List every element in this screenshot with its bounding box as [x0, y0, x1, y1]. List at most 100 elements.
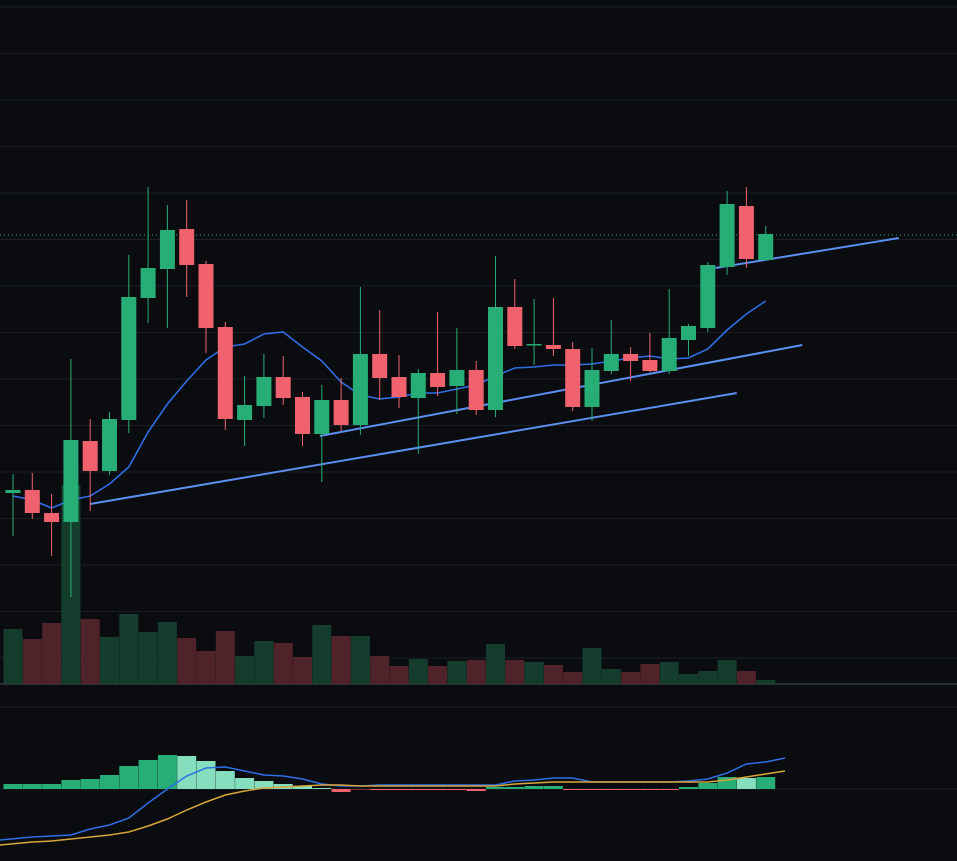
volume-bar — [582, 648, 602, 684]
candle-up — [681, 326, 696, 340]
macd-histogram-bar — [679, 787, 698, 789]
macd-histogram-bar — [3, 784, 23, 789]
candle-down — [179, 229, 195, 265]
volume-bar — [736, 671, 756, 684]
candle-up — [352, 354, 368, 425]
trendline — [319, 344, 803, 437]
macd-histogram-bar — [428, 789, 448, 790]
volume-bar — [273, 643, 293, 684]
macd-histogram-bar — [621, 789, 641, 790]
macd-histogram-bar — [640, 789, 660, 790]
macd-histogram-bar — [254, 781, 274, 789]
macd-histogram-bar — [736, 778, 756, 789]
candle-up — [758, 234, 774, 260]
candle-down — [623, 354, 639, 361]
volume-bar — [350, 636, 370, 684]
volume-bar — [428, 666, 448, 684]
macd-histogram-bar — [61, 780, 81, 789]
macd-histogram-bar — [408, 789, 428, 790]
volume-bar — [505, 660, 525, 684]
volume-bar — [389, 666, 409, 684]
volume-bar — [486, 644, 505, 684]
candle-down — [507, 307, 523, 346]
macd-histogram-bar — [601, 789, 621, 790]
volume-bar — [640, 664, 660, 684]
volume-bar — [196, 651, 216, 684]
macd-histogram-bar — [466, 789, 486, 791]
macd-histogram-bar — [505, 787, 525, 789]
candle-down — [82, 441, 98, 471]
volume-bar — [3, 629, 23, 684]
macd-histogram-bar — [756, 777, 776, 789]
macd-histogram-bar — [235, 778, 255, 789]
candles — [5, 187, 774, 597]
volume-bar — [235, 656, 255, 684]
candle-up — [603, 354, 619, 371]
macd-histogram-bar — [659, 789, 679, 790]
candle-down — [738, 206, 754, 259]
candle-up — [237, 405, 253, 420]
volume-bar — [100, 637, 119, 684]
volume-bar — [466, 660, 486, 684]
candle-up — [661, 338, 677, 371]
candle-up — [159, 230, 175, 269]
volume-bar — [447, 661, 467, 684]
candle-up — [410, 373, 426, 398]
candle-down — [468, 370, 484, 410]
macd-histogram-bar — [119, 766, 139, 789]
volume-bar — [659, 662, 679, 684]
macd-line — [0, 757, 786, 841]
volume-bar — [80, 619, 100, 684]
macd-histogram-bar — [486, 787, 505, 789]
candle-up — [140, 268, 156, 298]
macd-histogram-bar — [524, 786, 544, 789]
candle-up — [63, 440, 79, 522]
candle-up — [121, 297, 137, 420]
macd-histogram-bar — [215, 771, 235, 789]
volume-bars — [3, 485, 776, 684]
volume-bar — [138, 632, 158, 684]
candle-down — [391, 377, 407, 397]
candle-down — [372, 354, 388, 378]
moving-average — [12, 300, 767, 509]
macd-histogram-bar — [177, 756, 197, 789]
volume-bar — [679, 674, 698, 684]
macd-histogram-bar — [447, 789, 467, 790]
candle-up — [5, 490, 21, 493]
volume-bar — [698, 671, 718, 684]
volume-bar — [621, 672, 641, 684]
volume-bar — [312, 625, 332, 684]
candle-down — [217, 327, 233, 419]
trendline — [90, 392, 737, 505]
macd-histogram-bar — [157, 755, 177, 789]
candle-down — [275, 377, 291, 398]
candle-down — [545, 345, 561, 349]
volume-bar — [42, 623, 62, 684]
macd-histogram-bar — [293, 786, 312, 789]
volume-bar — [331, 636, 351, 684]
candle-down — [24, 490, 40, 513]
macd-histogram-bar — [389, 789, 409, 790]
candle-up — [256, 377, 272, 406]
candle-down — [430, 373, 446, 387]
macd-histogram-bar — [331, 789, 351, 792]
volume-bar — [601, 669, 621, 684]
volume-bar — [119, 614, 139, 684]
moving-average-line — [12, 300, 767, 509]
volume-bar — [22, 639, 42, 684]
macd-histogram-bar — [80, 779, 100, 789]
volume-bar — [157, 622, 177, 684]
macd-histogram-bar — [543, 786, 563, 789]
macd-histogram-bar — [138, 760, 158, 789]
volume-bar — [370, 656, 390, 684]
candle-up — [314, 400, 330, 434]
candle-up — [488, 307, 503, 410]
volume-bar — [215, 631, 235, 684]
macd-histogram-bar — [42, 784, 62, 789]
volume-bar — [756, 680, 776, 684]
volume-bar — [717, 660, 737, 684]
macd-histogram-bar — [698, 783, 718, 789]
volume-bar — [408, 659, 428, 684]
volume-bar — [543, 665, 563, 684]
